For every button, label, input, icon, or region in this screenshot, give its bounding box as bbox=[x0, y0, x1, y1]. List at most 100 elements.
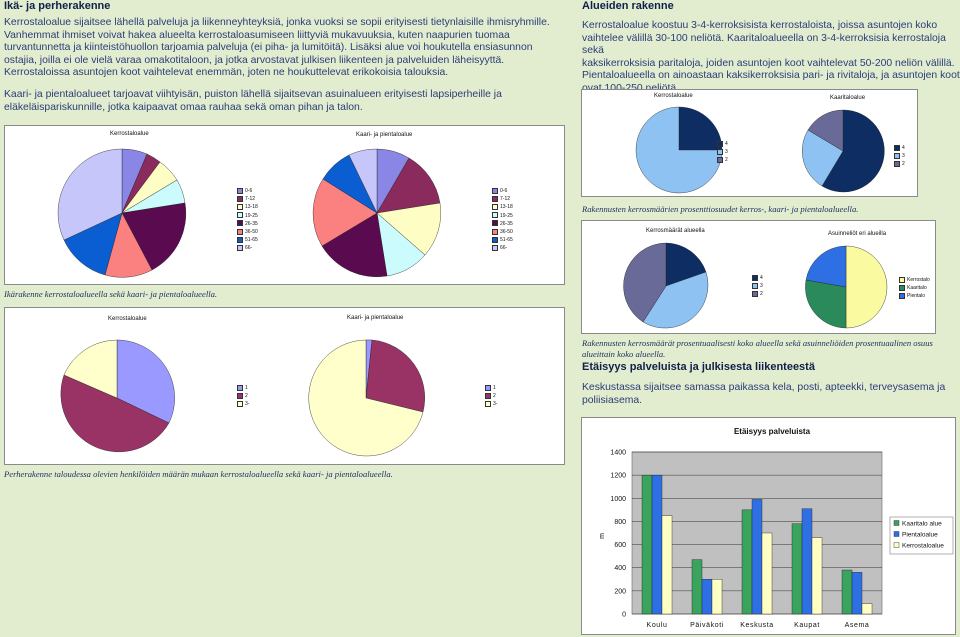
text-line: eläkeläispariskunnille, jotka kaipaavat … bbox=[4, 101, 363, 113]
legend-box bbox=[889, 516, 954, 555]
pie-slice bbox=[678, 106, 723, 151]
legend-swatch bbox=[899, 276, 905, 283]
legend-label: 3- bbox=[245, 401, 250, 408]
x-tick-label: Asema bbox=[845, 622, 870, 629]
legend-entry: 3 bbox=[717, 148, 728, 156]
pie-slice bbox=[365, 339, 425, 413]
pie-slice bbox=[376, 157, 441, 214]
y-axis-label: m bbox=[599, 533, 606, 539]
legend-swatch bbox=[237, 401, 243, 408]
bar bbox=[751, 499, 763, 615]
services-heading: Etäisyys palveluista ja julkisesta liike… bbox=[582, 361, 815, 373]
bar bbox=[761, 532, 773, 615]
bar bbox=[711, 579, 723, 615]
legend-entry: 7-12 bbox=[237, 195, 258, 203]
legend-label: 66- bbox=[500, 245, 508, 252]
age-structure-caption: Ikärakenne kerrostaloalueella sekä kaari… bbox=[4, 289, 218, 299]
legend-swatch bbox=[899, 284, 905, 291]
age-legend-right: 0-6 7-12 13-18 19-25 26-35 36-50 51-65 6… bbox=[492, 187, 513, 253]
age-pie-kerrostalo bbox=[57, 148, 187, 278]
legend-swatch bbox=[237, 187, 243, 194]
chart-title-right: Kaaritaloalue bbox=[830, 95, 866, 101]
legend-label: Pientaloalue bbox=[902, 532, 938, 539]
bar bbox=[741, 509, 753, 615]
area-legend-right: Kerrostalo Kaaritalo Pientalo bbox=[899, 276, 930, 301]
pie-slice bbox=[635, 106, 723, 194]
legend-label: 51-65 bbox=[500, 237, 513, 244]
pie-slice bbox=[807, 109, 844, 152]
text-line: Kerrostaloalue sijaitsee lähellä palvelu… bbox=[4, 17, 550, 28]
legend-label: 3 bbox=[725, 149, 728, 156]
floors-pies-svg bbox=[635, 106, 885, 194]
legend-entry: 26-35 bbox=[237, 220, 258, 228]
text-line: kaksikerroksisia paritaloja, joiden asun… bbox=[582, 57, 955, 69]
legend-entry: 3 bbox=[894, 152, 905, 160]
floors-pie-kaaritalo bbox=[802, 109, 885, 193]
area-structure-heading: Alueiden rakenne bbox=[582, 0, 674, 12]
legend-swatch bbox=[717, 148, 723, 155]
pie-slice bbox=[642, 271, 709, 329]
bar bbox=[641, 474, 653, 615]
legend-entry: 1 bbox=[237, 384, 249, 392]
text-line: Kaari- ja pientaloalueet tarjoavat viiht… bbox=[4, 89, 502, 100]
area-chart: Kerrosmäärät alueella Asuinneliöt eri al… bbox=[581, 220, 936, 334]
floors-legend-right: 4 3 2 bbox=[894, 144, 905, 169]
legend-label: 19-25 bbox=[245, 212, 258, 219]
legend-entry: 19-25 bbox=[237, 212, 258, 220]
legend-entry: 66- bbox=[492, 244, 513, 252]
legend-label: 4 bbox=[760, 275, 763, 281]
legend-label: 7-12 bbox=[500, 196, 511, 203]
chart-title-right: Kaari- ja pientaloalue bbox=[356, 132, 413, 138]
legend-label: 13-18 bbox=[245, 204, 258, 211]
legend-label: 13-18 bbox=[500, 204, 513, 211]
pie-slice bbox=[63, 339, 118, 399]
legend-label: 26-35 bbox=[245, 220, 258, 227]
legend-swatch bbox=[237, 228, 243, 235]
legend-label: 0-6 bbox=[245, 188, 253, 194]
legend-entry: 13-18 bbox=[492, 203, 513, 211]
y-tick-label: 400 bbox=[614, 565, 626, 572]
legend-swatch bbox=[893, 542, 900, 548]
legend-entry: 4 bbox=[894, 144, 905, 152]
y-tick-label: 800 bbox=[614, 519, 626, 526]
bar bbox=[661, 515, 673, 615]
bar bbox=[811, 537, 823, 615]
bar bbox=[861, 603, 873, 615]
bar bbox=[801, 508, 813, 615]
household-size-caption: Perherakenne taloudessa olevien henkilöi… bbox=[4, 469, 393, 479]
y-tick-label: 600 bbox=[614, 542, 626, 549]
floors-legend-left: 4 3 2 bbox=[717, 140, 728, 165]
legend-swatch bbox=[237, 392, 243, 399]
legend-swatch bbox=[752, 282, 758, 289]
y-tick-label: 1400 bbox=[610, 450, 626, 457]
bar-chart-svg: Etäisyys palveluista m 0 200 400 600 800 1000… bbox=[599, 427, 954, 629]
x-tick-label: Keskusta bbox=[740, 622, 774, 629]
legend-entry: 36-50 bbox=[492, 228, 513, 236]
legend-entry: 2 bbox=[237, 392, 249, 400]
legend-swatch bbox=[492, 236, 498, 243]
legend-label: 1 bbox=[245, 385, 248, 391]
legend-label: Kerrostaloalue bbox=[902, 543, 944, 550]
legend-label: 2 bbox=[493, 393, 496, 400]
household-pie-kaari-pientalo bbox=[308, 339, 425, 457]
legend-swatch bbox=[492, 245, 498, 252]
legend-label: 0-6 bbox=[500, 188, 508, 194]
legend-entry: 2 bbox=[894, 160, 905, 168]
legend-swatch bbox=[485, 392, 491, 399]
legend-entry: 0-6 bbox=[237, 187, 258, 195]
text-line: ostajia, joilla ei ole vielä varaa omako… bbox=[4, 54, 505, 66]
legend-label: 36-50 bbox=[245, 229, 258, 236]
legend-swatch bbox=[752, 274, 758, 281]
legend-swatch bbox=[492, 204, 498, 211]
legend-entry: 4 bbox=[717, 140, 728, 148]
text-line: turvantunnetta ja kiinteistöhuollon tarj… bbox=[4, 42, 533, 54]
age-pie-kaari-pientalo bbox=[312, 148, 441, 277]
chart-title-left: Kerrostaloalue bbox=[654, 93, 693, 99]
floors-overall-pie bbox=[623, 242, 709, 329]
household-legend-right: 1 2 3- bbox=[485, 384, 497, 409]
legend-entry: 26-35 bbox=[492, 220, 513, 228]
legend-label: 36-50 bbox=[500, 229, 513, 236]
floors-caption: Rakennusten kerrosmäärien prosenttiosuud… bbox=[582, 204, 859, 214]
chart-title: Etäisyys palveluista bbox=[734, 427, 811, 436]
age-legend-left: 0-6 7-12 13-18 19-25 26-35 36-50 51-65 6… bbox=[237, 187, 258, 253]
